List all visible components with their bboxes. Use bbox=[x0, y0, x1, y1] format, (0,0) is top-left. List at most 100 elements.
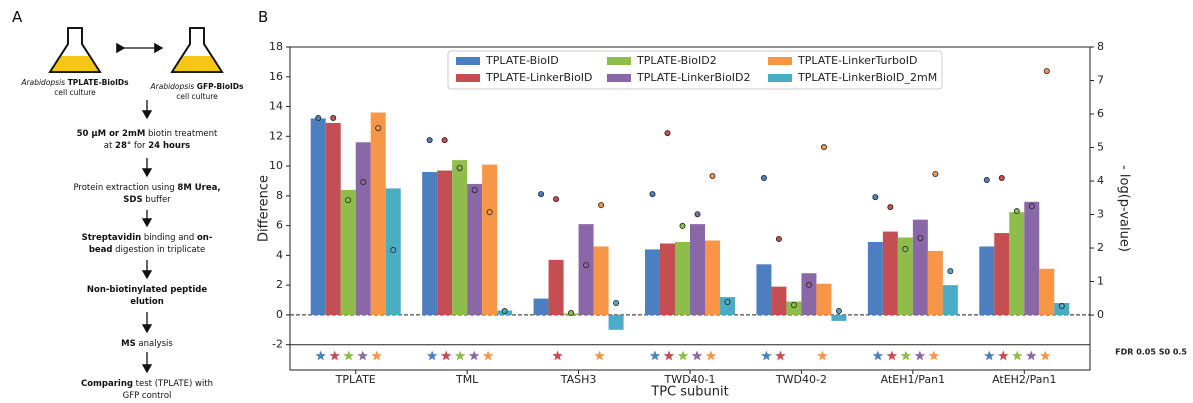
step-text: cell culture bbox=[176, 92, 217, 101]
x-tick-label: AtEH2/Pan1 bbox=[992, 373, 1056, 386]
legend-label: TPLATE-LinkerBioID2 bbox=[636, 71, 751, 84]
bar bbox=[913, 220, 928, 315]
p-value-dot bbox=[999, 175, 1004, 180]
p-value-dot bbox=[948, 269, 953, 274]
p-value-dot bbox=[888, 205, 893, 210]
step-text: 50 µM or 2mM bbox=[77, 129, 146, 139]
x-tick-label: TASH3 bbox=[560, 373, 597, 386]
bar bbox=[756, 264, 771, 315]
significance-star bbox=[998, 351, 1008, 361]
panel-label: B bbox=[258, 8, 268, 26]
bar bbox=[341, 190, 356, 315]
p-value-dot bbox=[1029, 204, 1034, 209]
bar bbox=[705, 241, 720, 315]
bar bbox=[326, 123, 341, 315]
workflow-step: Protein extraction using 8M Urea, SDS bu… bbox=[72, 182, 222, 206]
x-tick-label: TWD40-1 bbox=[663, 373, 715, 386]
x-tick-label: AtEH1/Pan1 bbox=[881, 373, 945, 386]
step-text: MS bbox=[121, 339, 136, 349]
p-value-dot bbox=[725, 299, 730, 304]
significance-star bbox=[915, 351, 926, 361]
flask bbox=[172, 28, 222, 72]
significance-star bbox=[761, 351, 772, 361]
significance-star bbox=[984, 351, 994, 361]
step-text: Arabidopsis bbox=[21, 78, 65, 87]
legend-swatch bbox=[768, 57, 792, 65]
flask bbox=[50, 28, 100, 72]
significance-star bbox=[344, 351, 354, 361]
bar bbox=[883, 232, 898, 315]
bar bbox=[831, 315, 846, 321]
legend-swatch bbox=[456, 57, 480, 65]
significance-star bbox=[358, 351, 368, 361]
legend-swatch bbox=[456, 74, 480, 82]
bar bbox=[422, 172, 437, 315]
p-value-dot bbox=[361, 179, 366, 184]
significance-star bbox=[427, 351, 438, 361]
y-tick-label: 6 bbox=[276, 219, 283, 232]
p-value-dot bbox=[568, 310, 573, 315]
significance-star bbox=[692, 351, 702, 361]
bar bbox=[801, 273, 816, 315]
bar bbox=[311, 118, 326, 314]
p-value-dot bbox=[376, 125, 381, 130]
step-text: Comparing bbox=[81, 379, 133, 389]
p-value-dot bbox=[710, 173, 715, 178]
note: FDR 0.05 S0 0.5 bbox=[1115, 348, 1187, 357]
p-value-dot bbox=[680, 223, 685, 228]
p-value-dot bbox=[1044, 69, 1049, 74]
bar bbox=[928, 251, 943, 315]
step-text: analysis bbox=[136, 339, 173, 349]
step-text: binding and bbox=[141, 233, 197, 243]
x-axis-label: TPC subunit bbox=[650, 385, 728, 400]
bar bbox=[868, 242, 883, 315]
p-value-dot bbox=[487, 210, 492, 215]
p-value-dot bbox=[984, 177, 989, 182]
bar bbox=[979, 246, 994, 314]
significance-star bbox=[316, 351, 326, 361]
significance-star bbox=[552, 351, 563, 361]
significance-star bbox=[887, 351, 898, 361]
bar bbox=[356, 142, 371, 315]
bar bbox=[943, 285, 958, 315]
y-tick-label: 2 bbox=[276, 278, 283, 291]
y2-tick-label: 4 bbox=[1097, 174, 1104, 187]
significance-star bbox=[678, 351, 688, 361]
legend-label: TPLATE-LinkerBioID_2mM bbox=[797, 71, 937, 84]
p-value-dot bbox=[583, 263, 588, 268]
p-value-dot bbox=[427, 138, 432, 143]
p-value-dot bbox=[391, 247, 396, 252]
bar bbox=[594, 246, 609, 314]
bar bbox=[452, 160, 467, 315]
culture-label: Arabidopsis GFP-BioIDscell culture bbox=[142, 82, 252, 102]
figure: -2024681012141618012345678Difference- lo… bbox=[0, 0, 1193, 403]
p-value-dot bbox=[791, 302, 796, 307]
culture-label: Arabidopsis TPLATE-BioIDscell culture bbox=[20, 78, 130, 98]
p-value-dot bbox=[331, 115, 336, 120]
step-text: Arabidopsis bbox=[151, 82, 195, 91]
step-text: Protein extraction using bbox=[73, 183, 177, 193]
y2-tick-label: 3 bbox=[1097, 208, 1104, 221]
step-text: for bbox=[131, 141, 148, 151]
x-tick-label: TWD40-2 bbox=[775, 373, 827, 386]
bar bbox=[1009, 212, 1024, 315]
significance-star bbox=[1040, 351, 1050, 361]
legend-swatch bbox=[768, 74, 792, 82]
bar bbox=[609, 315, 624, 330]
panel-label: A bbox=[12, 8, 22, 26]
step-text: 24 hours bbox=[148, 141, 190, 151]
x-tick-label: TML bbox=[455, 373, 479, 386]
p-value-dot bbox=[665, 131, 670, 136]
p-value-dot bbox=[761, 175, 766, 180]
significance-star bbox=[901, 351, 912, 361]
step-text: TPLATE-BioIDs bbox=[65, 78, 129, 87]
y2-tick-label: 5 bbox=[1097, 141, 1104, 154]
y2-tick-label: 0 bbox=[1097, 308, 1104, 321]
bar bbox=[660, 243, 675, 314]
p-value-dot bbox=[613, 300, 618, 305]
y-axis-label: Difference bbox=[257, 175, 272, 242]
legend-label: TPLATE-BioID2 bbox=[636, 54, 717, 67]
significance-star bbox=[817, 351, 828, 361]
plot-frame bbox=[290, 47, 1090, 370]
legend-label: TPLATE-LinkerBioID bbox=[485, 71, 593, 84]
